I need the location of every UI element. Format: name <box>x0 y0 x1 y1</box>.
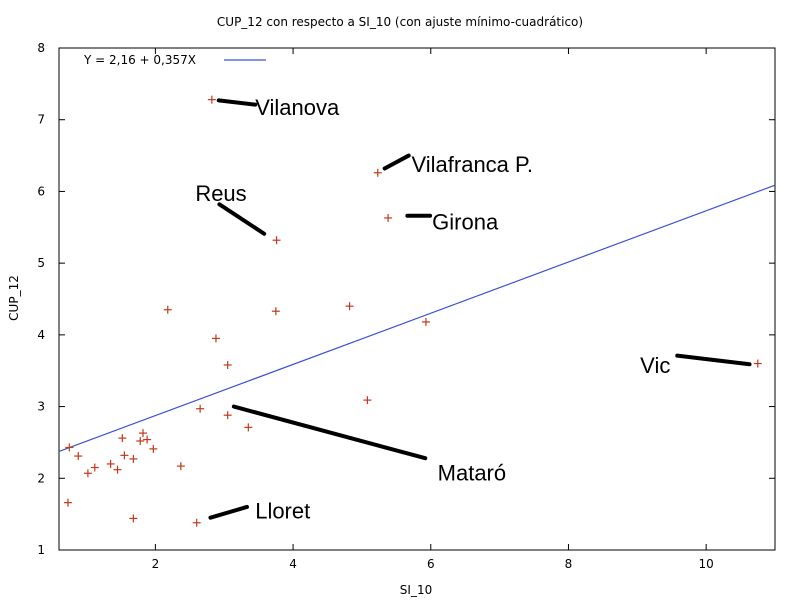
data-point <box>149 444 158 453</box>
data-point <box>192 518 201 527</box>
data-point <box>421 317 430 326</box>
data-point <box>83 469 92 478</box>
data-point <box>143 435 152 444</box>
data-point <box>363 396 372 405</box>
data-point <box>74 452 83 461</box>
data-point <box>211 334 220 343</box>
annotation-leader <box>382 153 411 171</box>
data-point <box>136 436 145 445</box>
fit-line <box>58 184 776 453</box>
plot-frame <box>58 47 776 551</box>
annotation-label: Vilafranca P. <box>411 152 533 177</box>
annotation-label: Vic <box>640 353 670 378</box>
data-point <box>223 360 232 369</box>
data-point <box>63 498 72 507</box>
y-tick-label: 6 <box>37 184 45 198</box>
legend: Y = 2,16 + 0,357X <box>83 53 266 67</box>
annotation-label: Reus <box>195 181 246 206</box>
data-point <box>384 213 393 222</box>
data-point <box>223 411 232 420</box>
annotation-label: Vilanova <box>255 95 340 120</box>
data-point <box>207 95 216 104</box>
y-tick-label: 7 <box>37 113 45 127</box>
annotation-leader <box>675 353 752 367</box>
fit-layer <box>58 184 776 453</box>
data-points <box>63 95 762 527</box>
y-tick-label: 2 <box>37 471 45 485</box>
annotation-leader <box>216 98 258 107</box>
y-tick-label: 3 <box>37 400 45 414</box>
data-point <box>90 463 99 472</box>
y-axis-label: CUP_12 <box>7 275 21 321</box>
annotation-leader <box>208 504 249 520</box>
data-point <box>65 443 74 452</box>
x-tick-label: 10 <box>699 557 714 571</box>
data-point <box>176 462 185 471</box>
data-point <box>106 459 115 468</box>
data-point <box>271 307 280 316</box>
annotation-leader <box>217 202 267 236</box>
annotation-label: Girona <box>432 210 499 235</box>
annotation-label: Lloret <box>255 499 310 524</box>
data-point <box>345 302 354 311</box>
chart-title: CUP_12 con respecto a SI_10 (con ajuste … <box>217 15 583 29</box>
x-tick-label: 6 <box>427 557 435 571</box>
y-tick-label: 5 <box>37 256 45 270</box>
data-point <box>129 514 138 523</box>
data-point <box>138 429 147 438</box>
x-axis-label: SI_10 <box>400 583 432 597</box>
annotation-label: Mataró <box>438 461 506 486</box>
x-tick-label: 2 <box>152 557 160 571</box>
data-point <box>120 451 129 460</box>
annotations: Vilanova Vilafranca P. Reus Girona Vic Mataró… <box>195 95 752 524</box>
data-point <box>272 236 281 245</box>
x-tick-label: 4 <box>289 557 297 571</box>
data-point <box>118 434 127 443</box>
data-point <box>196 404 205 413</box>
data-point <box>129 454 138 463</box>
data-point <box>753 359 762 368</box>
legend-label: Y = 2,16 + 0,357X <box>83 53 196 67</box>
annotation-leader <box>231 404 428 461</box>
data-point <box>113 465 122 474</box>
data-point <box>244 423 253 432</box>
y-tick-label: 8 <box>37 41 45 55</box>
x-tick-label: 8 <box>565 557 573 571</box>
y-tick-label: 1 <box>37 543 45 557</box>
data-point <box>163 305 172 314</box>
data-point <box>373 168 382 177</box>
y-tick-label: 4 <box>37 328 45 342</box>
